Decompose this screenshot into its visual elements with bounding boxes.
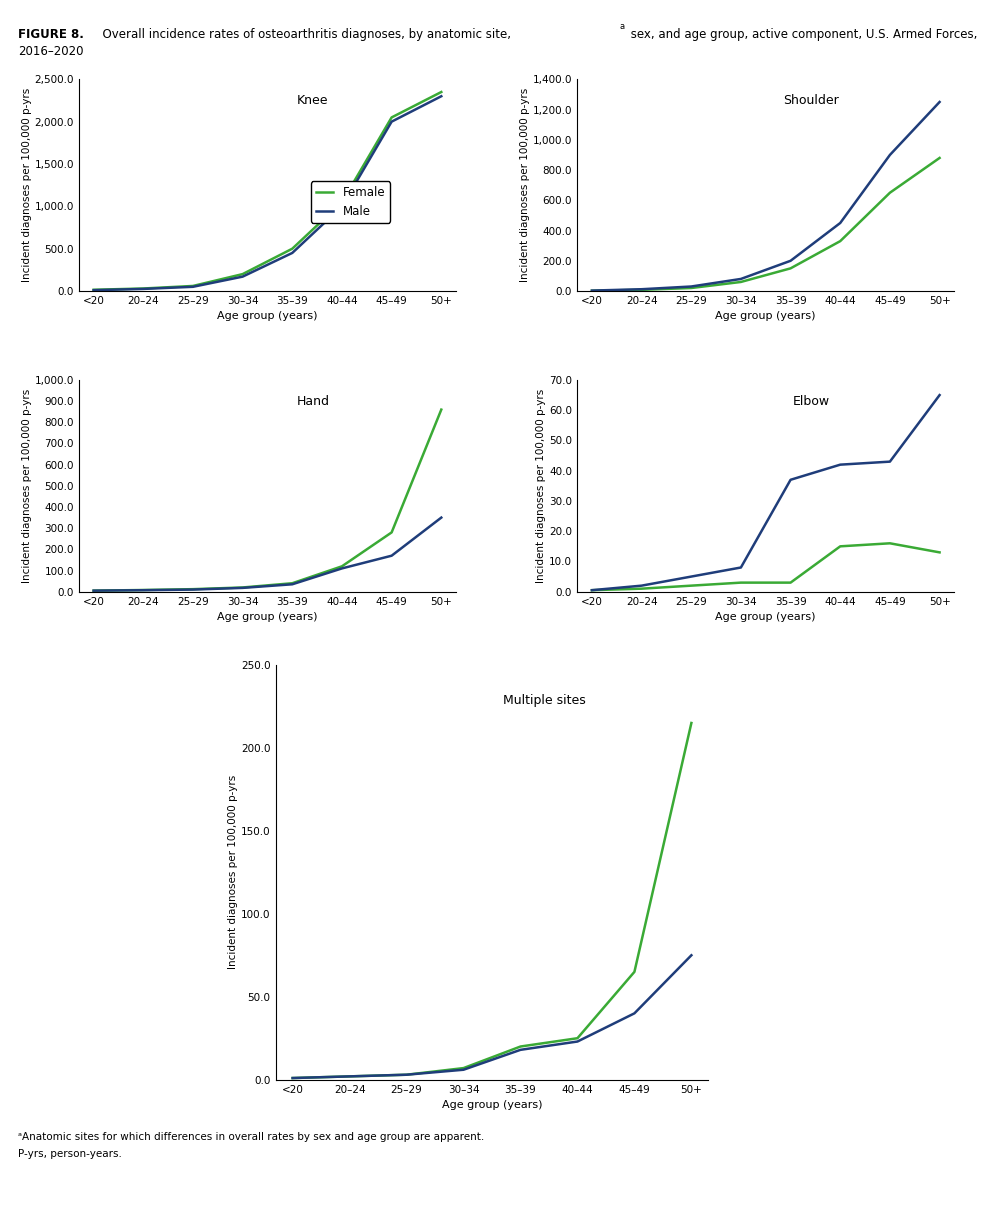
Y-axis label: Incident diagnoses per 100,000 p-yrs: Incident diagnoses per 100,000 p-yrs — [22, 88, 31, 282]
X-axis label: Age group (years): Age group (years) — [442, 1100, 542, 1110]
Y-axis label: Incident diagnoses per 100,000 p-yrs: Incident diagnoses per 100,000 p-yrs — [536, 389, 546, 583]
Text: sex, and age group, active component, U.S. Armed Forces,: sex, and age group, active component, U.… — [627, 28, 977, 41]
Y-axis label: Incident diagnoses per 100,000 p-yrs: Incident diagnoses per 100,000 p-yrs — [228, 775, 238, 970]
Text: Elbow: Elbow — [792, 395, 830, 407]
X-axis label: Age group (years): Age group (years) — [715, 311, 816, 321]
Text: Knee: Knee — [297, 94, 329, 107]
Text: a: a — [620, 22, 625, 30]
X-axis label: Age group (years): Age group (years) — [217, 612, 318, 622]
X-axis label: Age group (years): Age group (years) — [715, 612, 816, 622]
Text: Multiple sites: Multiple sites — [503, 694, 585, 706]
X-axis label: Age group (years): Age group (years) — [217, 311, 318, 321]
Text: FIGURE 8.: FIGURE 8. — [18, 28, 84, 41]
Legend: Female, Male: Female, Male — [311, 182, 390, 223]
Text: Hand: Hand — [296, 395, 330, 407]
Text: Overall incidence rates of osteoarthritis diagnoses, by anatomic site,: Overall incidence rates of osteoarthriti… — [95, 28, 512, 41]
Text: 2016–2020: 2016–2020 — [18, 45, 84, 59]
Y-axis label: Incident diagnoses per 100,000 p-yrs: Incident diagnoses per 100,000 p-yrs — [22, 389, 31, 583]
Text: ᵃAnatomic sites for which differences in overall rates by sex and age group are : ᵃAnatomic sites for which differences in… — [18, 1132, 484, 1142]
Y-axis label: Incident diagnoses per 100,000 p-yrs: Incident diagnoses per 100,000 p-yrs — [520, 88, 529, 282]
Text: Shoulder: Shoulder — [783, 94, 839, 107]
Text: P-yrs, person-years.: P-yrs, person-years. — [18, 1149, 122, 1159]
